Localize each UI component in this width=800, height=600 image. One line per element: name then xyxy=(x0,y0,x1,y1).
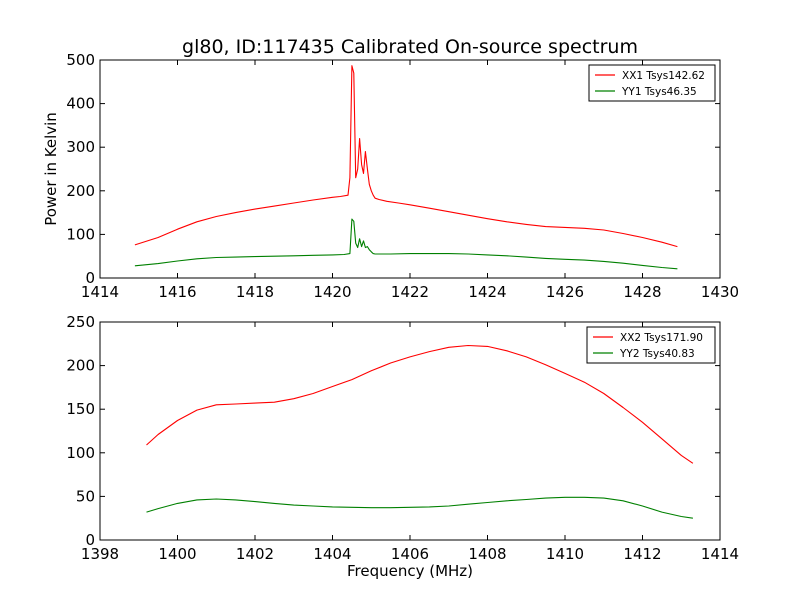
x-tick-label: 1402 xyxy=(236,545,274,563)
x-tick-label: 1424 xyxy=(468,283,506,301)
x-tick-label: 1398 xyxy=(81,545,119,563)
x-tick-label: 1416 xyxy=(158,283,196,301)
series-line-yy1 xyxy=(134,218,678,270)
y-tick-label: 400 xyxy=(66,95,95,113)
legend-box xyxy=(586,326,716,364)
series-line-xx1 xyxy=(134,65,678,248)
x-tick-label: 1412 xyxy=(623,545,661,563)
y-tick-label: 200 xyxy=(66,357,95,375)
x-tick-label: 1400 xyxy=(158,545,196,563)
x-tick-label: 1428 xyxy=(623,283,661,301)
x-tick-label: 1414 xyxy=(701,545,739,563)
y-tick-label: 100 xyxy=(66,444,95,462)
x-tick-label: 1408 xyxy=(468,545,506,563)
y-axis-label: Power in Kelvin xyxy=(42,112,60,226)
bottom-panel: 1398 1400 1402 1404 1406 1408 1410 1412 1414 0 50 1… xyxy=(66,313,739,580)
x-tick-label: 1430 xyxy=(701,283,739,301)
series-line-xx2 xyxy=(146,344,694,464)
legend: XX1 Tsys142.62 YY1 Tsys46.35 xyxy=(588,64,716,102)
y-tick-label: 250 xyxy=(66,313,95,331)
x-tick-label: 1410 xyxy=(546,545,584,563)
y-tick-label: 500 xyxy=(66,51,95,69)
top-panel: 1414 1416 1418 1420 1422 1424 1426 1428 1430 0 100… xyxy=(42,51,739,301)
x-tick-label: 1418 xyxy=(236,283,274,301)
x-tick-label: 1420 xyxy=(313,283,351,301)
y-tick-label: 0 xyxy=(85,269,95,287)
y-tick-label: 100 xyxy=(66,225,95,243)
x-tick-label: 1422 xyxy=(391,283,429,301)
legend-entry: XX2 Tsys171.90 xyxy=(620,332,703,344)
legend-entry: XX1 Tsys142.62 xyxy=(622,70,705,82)
x-axis-label: Frequency (MHz) xyxy=(347,562,473,580)
x-tick-label: 1414 xyxy=(81,283,119,301)
y-tick-label: 150 xyxy=(66,400,95,418)
legend: XX2 Tsys171.90 YY2 Tsys40.83 xyxy=(586,326,716,364)
chart-title: gl80, ID:117435 Calibrated On-source spe… xyxy=(182,36,638,58)
legend-entry: YY2 Tsys40.83 xyxy=(619,348,695,360)
legend-box xyxy=(588,64,716,102)
x-tick-label: 1406 xyxy=(391,545,429,563)
y-tick-label: 0 xyxy=(85,531,95,549)
y-tick-label: 50 xyxy=(76,487,95,505)
y-tick-label: 200 xyxy=(66,182,95,200)
legend-entry: YY1 Tsys46.35 xyxy=(621,86,697,98)
x-tick-label: 1426 xyxy=(546,283,584,301)
series-line-yy2 xyxy=(146,496,693,519)
x-tick-label: 1404 xyxy=(313,545,351,563)
y-tick-label: 300 xyxy=(66,138,95,156)
